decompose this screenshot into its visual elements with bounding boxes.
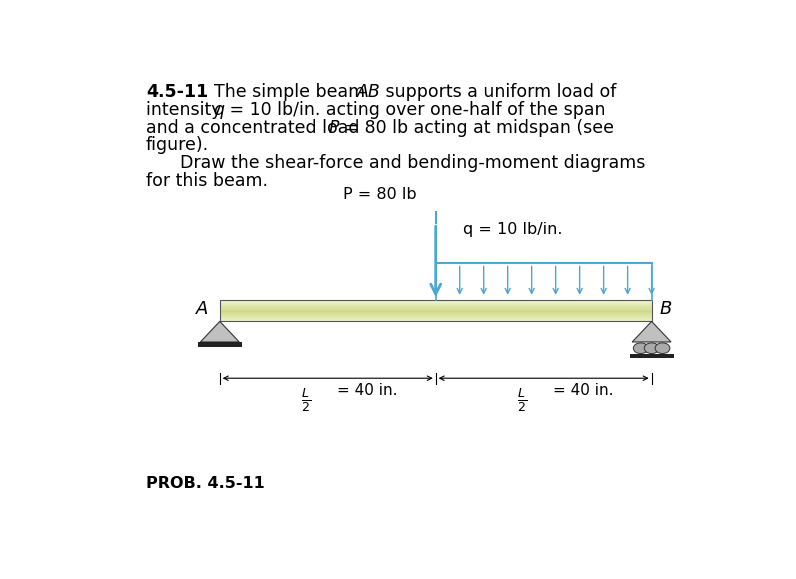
Text: q: q xyxy=(213,101,224,119)
Bar xyxy=(630,354,673,358)
Text: P = 80 lb: P = 80 lb xyxy=(343,187,417,202)
Text: P: P xyxy=(329,119,339,137)
Text: and a concentrated load: and a concentrated load xyxy=(146,119,365,137)
Text: $\frac{L}{2}$: $\frac{L}{2}$ xyxy=(517,386,527,414)
Polygon shape xyxy=(632,321,671,342)
Text: supports a uniform load of: supports a uniform load of xyxy=(380,83,617,101)
Text: = 40 in.: = 40 in. xyxy=(553,383,614,398)
Text: B: B xyxy=(659,299,671,317)
Text: A: A xyxy=(197,299,209,317)
Circle shape xyxy=(655,343,670,354)
Text: for this beam.: for this beam. xyxy=(146,172,267,190)
Text: figure).: figure). xyxy=(146,137,209,155)
Text: PROB. 4.5-11: PROB. 4.5-11 xyxy=(146,476,264,491)
Circle shape xyxy=(634,343,648,354)
Text: = 40 in.: = 40 in. xyxy=(337,383,397,398)
Circle shape xyxy=(644,343,659,354)
Text: q = 10 lb/in.: q = 10 lb/in. xyxy=(463,222,563,237)
Text: The simple beam: The simple beam xyxy=(213,83,370,101)
Bar xyxy=(220,300,652,321)
Text: = 80 lb acting at midspan (see: = 80 lb acting at midspan (see xyxy=(339,119,614,137)
Text: Draw the shear-force and bending-moment diagrams: Draw the shear-force and bending-moment … xyxy=(180,154,645,172)
Text: intensity: intensity xyxy=(146,101,227,119)
Text: AB: AB xyxy=(357,83,381,101)
Text: 4.5-11: 4.5-11 xyxy=(146,83,208,101)
Text: $\frac{L}{2}$: $\frac{L}{2}$ xyxy=(301,386,311,414)
Bar xyxy=(197,342,242,347)
Text: = 10 lb/in. acting over one-half of the span: = 10 lb/in. acting over one-half of the … xyxy=(224,101,606,119)
Polygon shape xyxy=(201,321,240,342)
